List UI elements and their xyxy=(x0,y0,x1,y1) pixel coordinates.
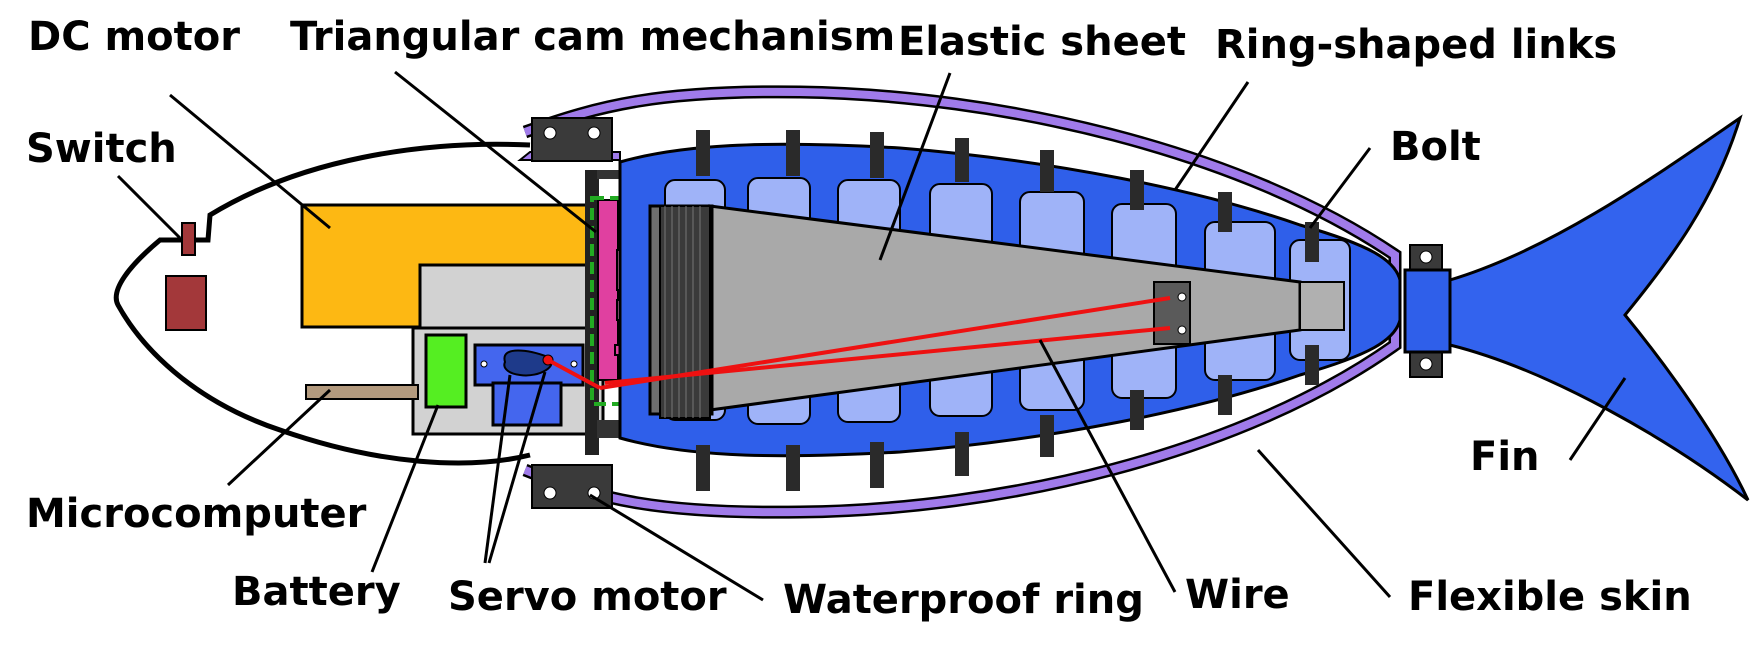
label-switch: Switch xyxy=(26,126,177,172)
fin-connector xyxy=(1403,268,1452,354)
leader-lines xyxy=(116,70,1627,602)
microcomputer-connector xyxy=(305,384,419,400)
label-battery: Battery xyxy=(232,569,401,615)
waterproof-ring-top xyxy=(517,117,621,162)
tail-block xyxy=(1299,281,1345,331)
fin-joint-bolts xyxy=(1409,244,1443,378)
wire-anchor xyxy=(1153,281,1191,345)
label-flexible-skin: Flexible skin xyxy=(1408,574,1692,620)
label-elastic-sheet: Elastic sheet xyxy=(898,19,1186,65)
label-fin: Fin xyxy=(1470,434,1540,480)
label-wire: Wire xyxy=(1185,572,1290,618)
label-waterproof-ring: Waterproof ring xyxy=(783,577,1144,623)
electronics-tray xyxy=(418,263,602,332)
link-bolts xyxy=(696,130,1319,491)
wire xyxy=(547,296,1171,390)
fin xyxy=(1448,114,1750,502)
cam-stack xyxy=(659,205,711,419)
label-dc-motor: DC motor xyxy=(28,14,240,60)
label-triangular-cam-mechanism: Triangular cam mechanism xyxy=(290,14,895,60)
label-microcomputer: Microcomputer xyxy=(26,491,367,537)
label-bolt: Bolt xyxy=(1390,124,1481,170)
label-ring-shaped-links: Ring-shaped links xyxy=(1215,22,1617,68)
label-servo-motor: Servo motor xyxy=(448,574,727,620)
switch xyxy=(165,222,207,331)
battery xyxy=(424,333,468,409)
